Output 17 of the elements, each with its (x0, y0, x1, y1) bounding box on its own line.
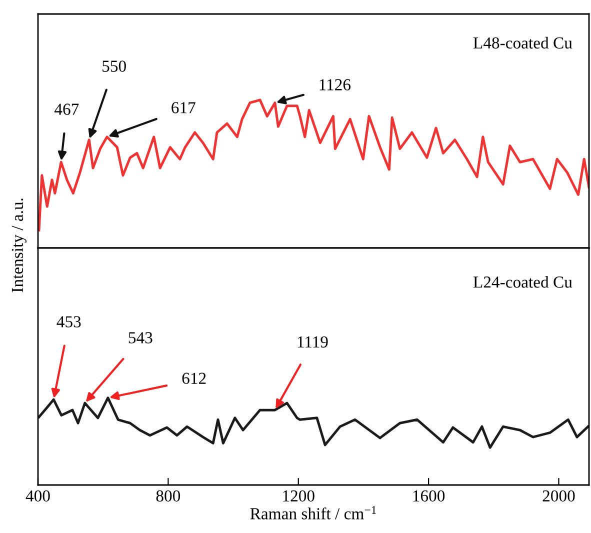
y-axis-title: Intensity / a.u. (12, 198, 26, 292)
annotation: 467 (54, 104, 79, 115)
x-axis-title: Raman shift / cm$^{−1}$ (250, 506, 376, 520)
annotation: 612 (182, 372, 206, 384)
annotation: 1126 (320, 79, 351, 90)
x-tick-label: 400 (26, 490, 50, 502)
annotation: 1119 (298, 336, 328, 348)
x-tick-label: 800 (156, 490, 180, 502)
x-tick-label: 1600 (413, 490, 445, 502)
x-tick-label: 1200 (283, 490, 314, 502)
annotation: 543 (128, 332, 152, 344)
annotation: 453 (56, 316, 81, 328)
annotation: 617 (172, 102, 196, 114)
x-tick-label: 2000 (542, 490, 575, 502)
text: L48-coated Cu (473, 36, 572, 49)
annotation: 550 (102, 60, 126, 72)
text: L24-coated Cu (473, 276, 572, 288)
